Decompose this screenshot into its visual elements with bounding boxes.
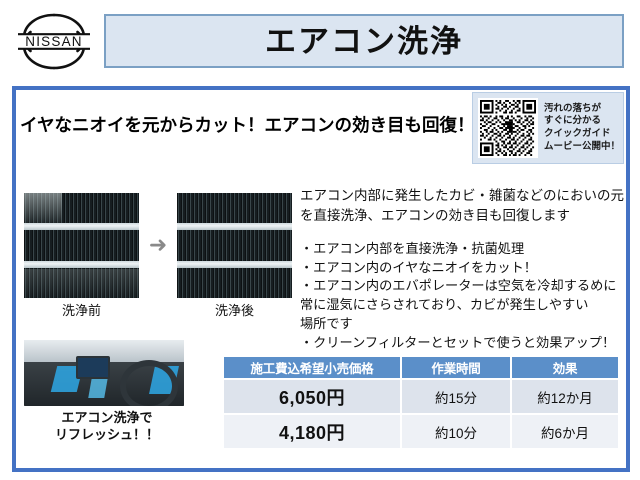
column-header-time: 作業時間 [402, 357, 510, 378]
qr-promo-text: 汚れの落ちが すぐに分かる クイックガイド ムービー公開中！ [544, 103, 620, 154]
table-row: 4,180円 約10分 約6か月 [224, 415, 618, 448]
fin-texture-after [177, 192, 292, 298]
dirt-haze-lower [24, 268, 139, 298]
car-interior-image [24, 340, 184, 406]
qr-promo-box[interactable]: 汚れの落ちが すぐに分かる クイックガイド ムービー公開中！ [472, 92, 624, 164]
qr-promo-line-2: すぐに分かる [544, 115, 602, 127]
evaporator-before-image [24, 192, 139, 298]
table-row: 6,050円 約15分 約12か月 [224, 380, 618, 413]
qr-promo-line-1: 汚れの落ちが [544, 102, 602, 114]
fin-band [24, 222, 139, 230]
page-title-box: エアコン洗浄 [104, 14, 624, 68]
list-item: ・エアコン内のエバポレーターは空気を冷却するめに 常に湿気にさらされており、カビ… [300, 278, 617, 331]
qr-promo-line-3: クイックガイド [544, 128, 611, 139]
nissan-logo: NISSAN [8, 6, 100, 78]
cell-price: 4,180円 [224, 415, 400, 448]
headline-text: イヤなニオイを元からカット！エアコンの効き目も回復！ [20, 115, 475, 135]
infotainment-screen [76, 356, 110, 379]
fin-band [177, 222, 292, 230]
list-item: ・エアコン内部を直接洗浄・抗菌処理 [300, 241, 525, 256]
nissan-wordmark: NISSAN [25, 34, 82, 49]
arrow-right-icon: ➜ [148, 232, 168, 257]
feature-bullet-list: ・エアコン内部を直接洗浄・抗菌処理 ・エアコン内のイヤなニオイをカット！ ・エア… [300, 240, 636, 352]
cell-effect: 約6か月 [512, 415, 618, 448]
cell-effect: 約12か月 [512, 380, 618, 413]
car-photo-caption: エアコン洗浄で リフレッシュ！！ [22, 410, 192, 444]
page-title: エアコン洗浄 [265, 23, 463, 59]
page-header: NISSAN エアコン洗浄 [0, 0, 640, 84]
column-header-effect: 効果 [512, 357, 618, 378]
fin-band [177, 260, 292, 268]
car-caption-line-1: エアコン洗浄で [61, 410, 153, 425]
cell-time: 約10分 [402, 415, 510, 448]
nissan-logo-icon: NISSAN [18, 13, 90, 70]
cell-time: 約15分 [402, 380, 510, 413]
car-caption-line-2: リフレッシュ！！ [54, 426, 159, 442]
list-item: ・エアコン内のイヤなニオイをカット！ [300, 259, 537, 275]
dirt-haze [24, 192, 62, 223]
evaporator-after-image [177, 192, 292, 298]
column-header-price: 施工費込希望小売価格 [224, 357, 400, 378]
before-after-captions: 洗浄前 洗浄後 [24, 300, 294, 319]
before-caption: 洗浄前 [61, 303, 101, 318]
steering-wheel [120, 360, 178, 406]
fin-band [24, 260, 139, 268]
qr-code-icon[interactable] [478, 98, 538, 158]
list-item: ・クリーンフィルターとセットで使うと効果アップ！ [300, 334, 616, 350]
qr-promo-line-4: ムービー公開中！ [544, 140, 621, 152]
before-after-images: ➜ [24, 190, 294, 300]
description-paragraph: エアコン内部に発生したカビ・雑菌などのにおいの元を直接洗浄、エアコンの効き目も回… [300, 188, 624, 223]
price-table: 施工費込希望小売価格 作業時間 効果 6,050円 約15分 約12か月 4,1… [222, 355, 620, 450]
after-caption: 洗浄後 [214, 303, 254, 318]
table-header-row: 施工費込希望小売価格 作業時間 効果 [224, 357, 618, 378]
cell-price: 6,050円 [224, 380, 400, 413]
